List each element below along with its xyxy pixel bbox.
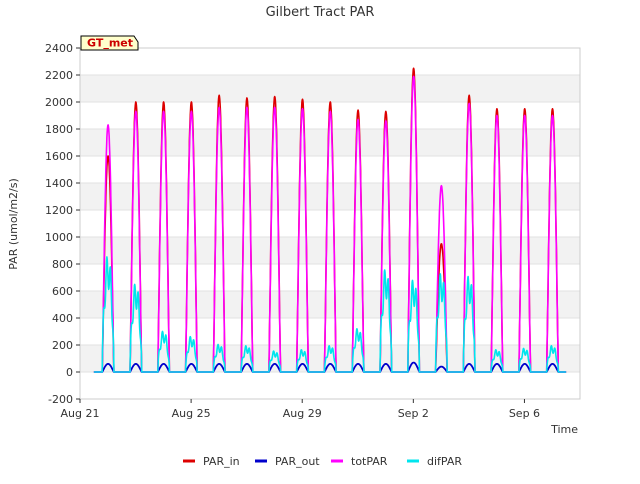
grid-band [80, 48, 580, 75]
y-tick-label: 1400 [45, 177, 73, 190]
grid-band [80, 129, 580, 156]
grid-band [80, 318, 580, 345]
y-tick-label: 1000 [45, 231, 73, 244]
legend-label: PAR_out [275, 455, 320, 468]
y-tick-label: 2400 [45, 42, 73, 55]
y-tick-label: 200 [52, 339, 73, 352]
legend-label: difPAR [427, 455, 462, 468]
series-line-difpar [93, 256, 567, 373]
chart-title: Gilbert Tract PAR [266, 5, 375, 20]
grid-band [80, 264, 580, 291]
y-tick-label: 600 [52, 285, 73, 298]
y-tick-label: 1200 [45, 204, 73, 217]
y-tick-label: 800 [52, 258, 73, 271]
y-tick-label: 2200 [45, 69, 73, 82]
grid-band [80, 210, 580, 237]
grid-band [80, 291, 580, 318]
series-lines [93, 67, 567, 373]
y-tick-label: 1600 [45, 150, 73, 163]
x-tick-label: Sep 2 [398, 407, 429, 420]
y-axis-ticks: -200 0 200 400 600 800 1000 1200 1400 1600 1800 200… [45, 42, 80, 406]
legend-label: PAR_in [203, 455, 240, 468]
annotation-label: GT_met [87, 37, 133, 50]
annotation-shape [80, 35, 139, 51]
x-tick-label: Aug 29 [283, 407, 322, 420]
grid-band [80, 237, 580, 264]
annotation-box: GT_met [80, 35, 139, 51]
grid-band [80, 372, 580, 399]
grid-bands [80, 48, 580, 399]
y-tick-label: -200 [48, 393, 73, 406]
plot-frame [79, 47, 581, 400]
x-axis-label: Time [550, 423, 578, 436]
grid-band [80, 156, 580, 183]
legend: PAR_in PAR_out totPAR difPAR [183, 455, 462, 468]
y-tick-label: 400 [52, 312, 73, 325]
grid-band [80, 75, 580, 102]
y-axis-label: PAR (umol/m2/s) [7, 178, 20, 270]
legend-label: totPAR [351, 455, 388, 468]
x-tick-label: Sep 6 [509, 407, 540, 420]
x-tick-label: Aug 25 [172, 407, 211, 420]
x-tick-label: Aug 21 [61, 407, 100, 420]
x-axis-ticks: Aug 21 Aug 25 Aug 29 Sep 2 Sep 6 [61, 399, 540, 420]
y-tick-label: 1800 [45, 123, 73, 136]
y-tick-label: 2000 [45, 96, 73, 109]
grid-band [80, 183, 580, 210]
y-tick-label: 0 [66, 366, 73, 379]
